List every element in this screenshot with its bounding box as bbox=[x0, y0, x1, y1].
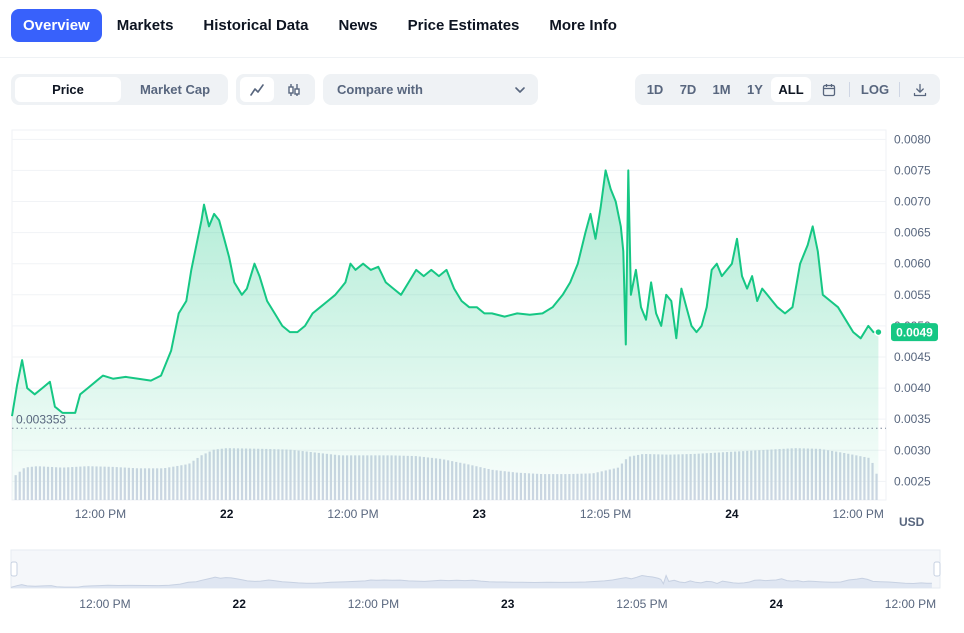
x-tick-label: 12:00 PM bbox=[75, 507, 126, 521]
navigator-x-tick-label: 22 bbox=[233, 597, 247, 611]
range-selector: 1D 7D 1M 1Y ALL LOG bbox=[635, 74, 940, 105]
y-tick-label: 0.0075 bbox=[894, 163, 931, 177]
log-scale-button[interactable]: LOG bbox=[860, 82, 890, 97]
time-range-navigator[interactable]: 12:00 PM 22 12:00 PM 23 12:05 PM 24 12:00 PM bbox=[0, 548, 964, 618]
chevron-down-icon bbox=[515, 87, 525, 93]
x-tick-label: 23 bbox=[473, 507, 487, 521]
range-1m-button[interactable]: 1M bbox=[712, 82, 731, 97]
y-tick-label: 0.0080 bbox=[894, 132, 931, 146]
y-tick-label: 0.0045 bbox=[894, 350, 931, 364]
date-range-button[interactable] bbox=[813, 77, 845, 102]
navigator-x-tick-label: 12:00 PM bbox=[885, 597, 936, 611]
range-1d-button[interactable]: 1D bbox=[646, 82, 664, 97]
toolbar-separator bbox=[849, 82, 850, 97]
current-price-dot bbox=[874, 327, 883, 337]
y-tick-label: 0.0035 bbox=[894, 412, 931, 426]
y-tick-label: 0.0060 bbox=[894, 257, 931, 271]
chart-type-toggle bbox=[236, 74, 315, 105]
compare-with-dropdown[interactable]: Compare with bbox=[323, 74, 538, 105]
navigator-right-handle bbox=[933, 561, 941, 577]
navigator-x-tick-label: 12:00 PM bbox=[79, 597, 130, 611]
y-tick-label: 0.0055 bbox=[894, 288, 931, 302]
compare-with-label: Compare with bbox=[337, 82, 423, 97]
navigator-x-tick-label: 23 bbox=[501, 597, 515, 611]
navigator-x-tick-label: 24 bbox=[770, 597, 784, 611]
tab-markets[interactable]: Markets bbox=[116, 17, 174, 34]
line-chart-button[interactable] bbox=[240, 77, 274, 102]
navigator-x-tick-label: 12:05 PM bbox=[616, 597, 667, 611]
price-toggle-button[interactable]: Price bbox=[15, 77, 121, 102]
current-price-label: 0.0049 bbox=[896, 326, 933, 340]
current-price-badge bbox=[891, 323, 938, 342]
navigator-left-handle bbox=[10, 561, 18, 577]
tab-bar: Overview Markets Historical Data News Pr… bbox=[11, 9, 632, 42]
tab-more-info[interactable]: More Info bbox=[549, 17, 617, 34]
tab-price-estimates[interactable]: Price Estimates bbox=[407, 17, 520, 34]
x-tick-label: 22 bbox=[220, 507, 234, 521]
price-marketcap-toggle: Price Market Cap bbox=[11, 74, 228, 105]
tab-overview[interactable]: Overview bbox=[11, 9, 102, 42]
line-chart-icon bbox=[250, 83, 264, 96]
tab-divider bbox=[0, 57, 964, 58]
y-tick-label: 0.0070 bbox=[894, 195, 931, 209]
candlestick-button[interactable] bbox=[277, 77, 311, 102]
download-icon bbox=[913, 83, 927, 96]
navigator-area bbox=[11, 575, 932, 588]
y-tick-label: 0.0065 bbox=[894, 226, 931, 240]
market-cap-toggle-button[interactable]: Market Cap bbox=[139, 82, 211, 97]
x-tick-label: 24 bbox=[725, 507, 739, 521]
candlestick-icon bbox=[288, 83, 300, 96]
calendar-icon bbox=[822, 83, 836, 96]
tab-news[interactable]: News bbox=[338, 17, 378, 34]
baseline-label: 0.003353 bbox=[16, 412, 66, 426]
range-1y-button[interactable]: 1Y bbox=[747, 82, 763, 97]
toolbar-separator bbox=[899, 82, 900, 97]
price-area bbox=[12, 170, 879, 500]
download-button[interactable] bbox=[904, 77, 936, 102]
y-tick-label: 0.0030 bbox=[894, 443, 931, 457]
navigator-line bbox=[10, 574, 932, 588]
price-line bbox=[11, 169, 879, 417]
range-all-button[interactable]: ALL bbox=[771, 77, 811, 102]
navigator-x-tick-label: 12:00 PM bbox=[348, 597, 399, 611]
y-tick-label: 0.0025 bbox=[894, 474, 931, 488]
currency-label: USD bbox=[899, 515, 925, 529]
x-tick-label: 12:05 PM bbox=[580, 507, 631, 521]
price-chart[interactable]: 0.0080 0.0075 0.0070 0.0065 0.0060 0.0055 0.00… bbox=[0, 128, 964, 528]
x-tick-label: 12:00 PM bbox=[833, 507, 884, 521]
tab-historical-data[interactable]: Historical Data bbox=[203, 17, 309, 34]
range-7d-button[interactable]: 7D bbox=[679, 82, 697, 97]
y-tick-label: 0.0040 bbox=[894, 381, 931, 395]
x-tick-label: 12:00 PM bbox=[327, 507, 378, 521]
